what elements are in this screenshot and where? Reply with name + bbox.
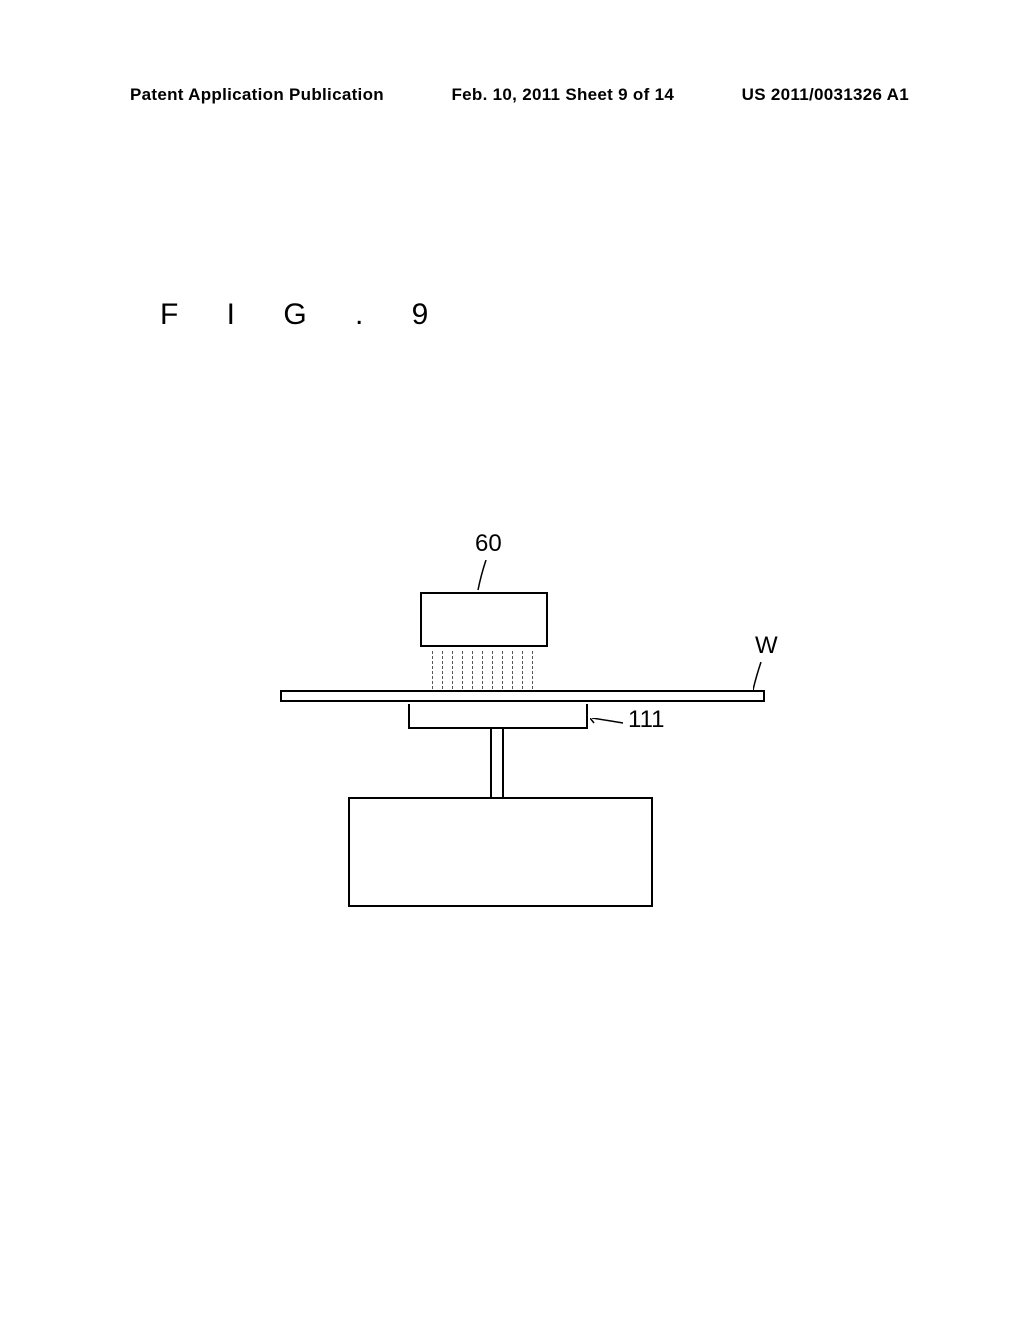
dash-line — [502, 651, 503, 689]
dash-line — [522, 651, 523, 689]
label-60: 60 — [475, 530, 502, 558]
dash-line — [472, 651, 473, 689]
figure-diagram: 60 W 111 — [300, 530, 800, 930]
label-111: 111 — [628, 706, 664, 734]
leader-line-w — [753, 662, 768, 692]
header-center-text: Feb. 10, 2011 Sheet 9 of 14 — [451, 85, 674, 105]
leader-line-60 — [476, 560, 496, 595]
header-left-text: Patent Application Publication — [130, 85, 384, 105]
leader-line-111 — [590, 718, 625, 728]
dash-line — [432, 651, 433, 689]
label-w: W — [755, 632, 778, 660]
dash-line — [532, 651, 533, 689]
dash-line — [442, 651, 443, 689]
substrate-w — [280, 690, 765, 702]
shaft-connector — [490, 729, 504, 797]
dashed-spray-lines — [432, 651, 537, 691]
bottom-box — [348, 797, 653, 907]
header-right-text: US 2011/0031326 A1 — [742, 85, 909, 105]
dash-line — [482, 651, 483, 689]
figure-label: F I G . 9 — [160, 298, 448, 332]
dash-line — [512, 651, 513, 689]
dash-line — [452, 651, 453, 689]
top-box-60 — [420, 592, 548, 647]
chuck-111 — [408, 704, 588, 729]
dash-line — [462, 651, 463, 689]
page-header: Patent Application Publication Feb. 10, … — [0, 85, 1024, 105]
dash-line — [492, 651, 493, 689]
